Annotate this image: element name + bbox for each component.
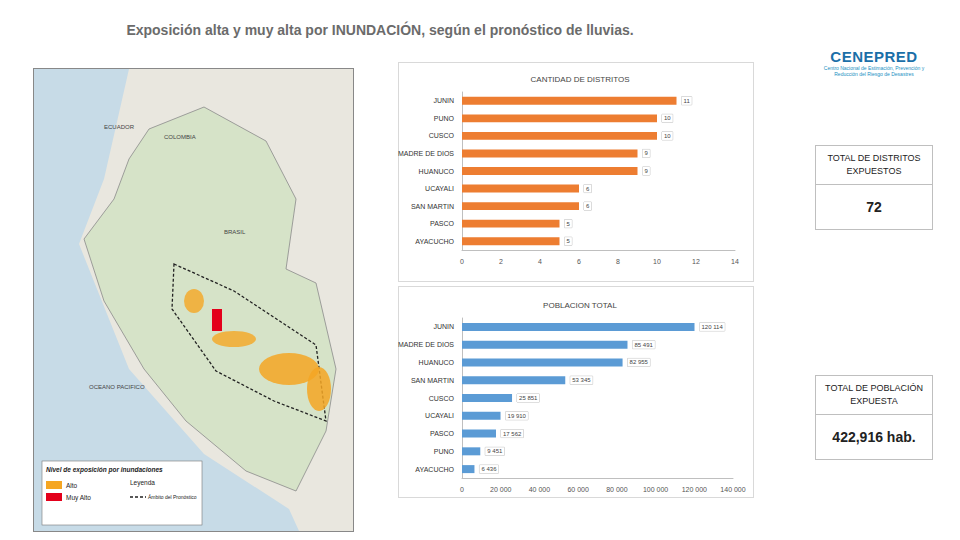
svg-text:CANTIDAD DE DISTRITOS: CANTIDAD DE DISTRITOS: [531, 75, 630, 84]
svg-text:11: 11: [684, 98, 691, 104]
svg-text:CUSCO: CUSCO: [429, 395, 455, 402]
svg-text:PUNO: PUNO: [434, 115, 455, 122]
svg-text:0: 0: [460, 258, 464, 265]
svg-text:5: 5: [567, 221, 571, 227]
html-text:TOTAL DE POBLACIÓN EXPUESTA: TOTAL DE POBLACIÓN EXPUESTA: [825, 383, 923, 406]
html-text:Exposición alta y muy alta por: Exposición alta y muy alta por INUNDACIÓ…: [126, 22, 634, 38]
svg-text:Leyenda: Leyenda: [130, 479, 155, 487]
svg-text:Alto: Alto: [66, 482, 78, 489]
svg-text:5: 5: [567, 238, 571, 244]
svg-text:AYACUCHO: AYACUCHO: [415, 466, 454, 473]
svg-text:60 000: 60 000: [567, 486, 589, 493]
svg-text:12: 12: [692, 258, 700, 265]
svg-text:6: 6: [577, 258, 581, 265]
svg-text:120 114: 120 114: [702, 324, 724, 330]
html-text:72: 72: [866, 199, 882, 215]
svg-text:UCAYALI: UCAYALI: [425, 412, 454, 419]
svg-text:82 955: 82 955: [630, 359, 649, 365]
svg-text:85 491: 85 491: [634, 342, 653, 348]
svg-text:HUANUCO: HUANUCO: [419, 359, 455, 366]
svg-text:25 851: 25 851: [519, 395, 538, 401]
svg-text:10: 10: [664, 115, 671, 121]
html-text:422,916 hab.: 422,916 hab.: [832, 429, 916, 445]
svg-text:Ámbito del Pronóstico: Ámbito del Pronóstico: [148, 494, 197, 500]
svg-text:100 000: 100 000: [643, 486, 668, 493]
svg-text:0: 0: [460, 486, 464, 493]
svg-text:9 451: 9 451: [487, 448, 503, 454]
svg-text:COLOMBIA: COLOMBIA: [164, 134, 196, 140]
html-text:CENEPRED: CENEPRED: [830, 48, 918, 65]
svg-text:40 000: 40 000: [529, 486, 551, 493]
svg-text:20 000: 20 000: [490, 486, 512, 493]
svg-text:PASCO: PASCO: [430, 430, 455, 437]
svg-text:4: 4: [538, 258, 542, 265]
svg-text:Nivel de exposición por inunda: Nivel de exposición por inundaciones: [46, 466, 163, 474]
svg-text:140 000: 140 000: [720, 486, 745, 493]
svg-text:UCAYALI: UCAYALI: [425, 185, 454, 192]
svg-text:10: 10: [664, 133, 671, 139]
svg-text:53 345: 53 345: [572, 377, 591, 383]
svg-text:10: 10: [653, 258, 661, 265]
svg-text:17 562: 17 562: [503, 431, 522, 437]
svg-text:6: 6: [586, 203, 590, 209]
svg-text:2: 2: [499, 258, 503, 265]
html-text:TOTAL DE DISTRITOS EXPUESTOS: TOTAL DE DISTRITOS EXPUESTOS: [827, 153, 921, 176]
svg-text:ECUADOR: ECUADOR: [104, 124, 135, 130]
svg-text:SAN MARTIN: SAN MARTIN: [411, 203, 454, 210]
svg-text:AYACUCHO: AYACUCHO: [415, 238, 454, 245]
svg-text:JUNIN: JUNIN: [433, 323, 454, 330]
svg-text:6: 6: [586, 186, 590, 192]
svg-text:6 436: 6 436: [481, 466, 497, 472]
svg-text:HUANUCO: HUANUCO: [419, 168, 455, 175]
svg-text:80 000: 80 000: [606, 486, 628, 493]
svg-text:BRASIL: BRASIL: [224, 229, 246, 235]
svg-text:POBLACION TOTAL: POBLACION TOTAL: [543, 301, 617, 310]
svg-text:Muy Alto: Muy Alto: [66, 494, 91, 502]
svg-text:MADRE DE DIOS: MADRE DE DIOS: [398, 150, 454, 157]
svg-text:120 000: 120 000: [682, 486, 707, 493]
svg-text:19 910: 19 910: [508, 413, 527, 419]
svg-text:JUNIN: JUNIN: [433, 97, 454, 104]
svg-text:SAN MARTIN: SAN MARTIN: [411, 377, 454, 384]
svg-text:MADRE DE DIOS: MADRE DE DIOS: [398, 341, 454, 348]
svg-text:9: 9: [645, 168, 649, 174]
svg-text:CUSCO: CUSCO: [429, 132, 455, 139]
svg-text:14: 14: [731, 258, 739, 265]
svg-text:8: 8: [616, 258, 620, 265]
svg-text:9: 9: [645, 150, 649, 156]
svg-text:OCEANO PACIFICO: OCEANO PACIFICO: [89, 384, 145, 390]
html-text:Centro Nacional de Estimación,: Centro Nacional de Estimación, Prevenció…: [823, 65, 925, 77]
svg-text:PASCO: PASCO: [430, 220, 455, 227]
svg-text:PUNO: PUNO: [434, 448, 455, 455]
